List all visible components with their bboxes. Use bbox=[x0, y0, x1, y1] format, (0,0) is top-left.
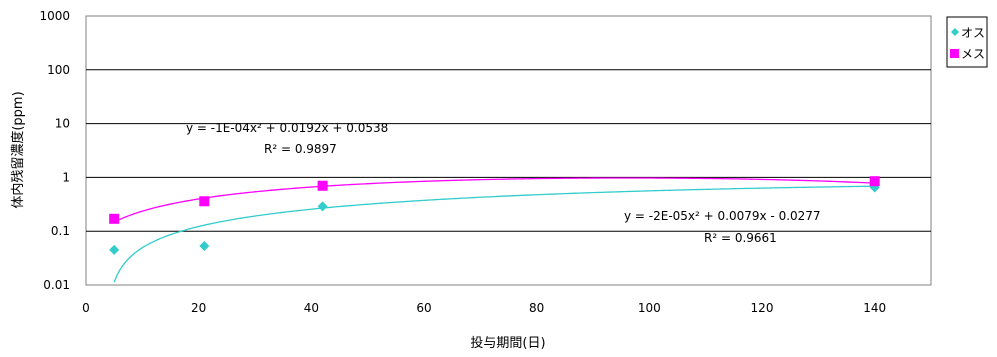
x-tick-label: 20 bbox=[191, 301, 206, 315]
legend-female-marker bbox=[950, 49, 959, 58]
x-tick-label: 140 bbox=[863, 301, 886, 315]
male-data-point bbox=[109, 244, 120, 255]
x-tick-label: 80 bbox=[529, 301, 544, 315]
female-equation: y = -1E-04x² + 0.0192x + 0.0538 bbox=[186, 121, 388, 135]
x-tick-labels: 0 20 40 60 80 100 120 140 bbox=[82, 301, 886, 315]
male-data-point bbox=[199, 241, 210, 252]
y-tick-label: 1 bbox=[62, 170, 70, 184]
male-equation: y = -2E-05x² + 0.0079x - 0.0277 bbox=[624, 209, 821, 223]
y-tick-label: 10 bbox=[55, 117, 70, 131]
legend-female-label: メス bbox=[961, 47, 985, 61]
x-tick-label: 40 bbox=[304, 301, 319, 315]
x-tick-label: 120 bbox=[751, 301, 774, 315]
trendlines bbox=[113, 177, 875, 283]
y-tick-label: 1000 bbox=[39, 9, 70, 23]
y-tick-labels: 0.01 0.1 1 10 100 1000 bbox=[39, 9, 70, 292]
legend: オス メス bbox=[946, 16, 988, 68]
female-data-point bbox=[199, 196, 210, 207]
legend-male-label: オス bbox=[961, 26, 985, 40]
male-r2: R² = 0.9661 bbox=[704, 231, 777, 245]
grid-lines bbox=[86, 69, 931, 232]
y-tick-label: 100 bbox=[47, 63, 70, 77]
y-tick-label: 0.1 bbox=[51, 224, 70, 238]
male-trendline bbox=[113, 185, 875, 283]
male-data-point bbox=[317, 201, 328, 212]
x-tick-label: 100 bbox=[638, 301, 661, 315]
female-data-point bbox=[869, 176, 880, 187]
legend-box bbox=[946, 16, 988, 68]
female-r2: R² = 0.9897 bbox=[264, 142, 337, 156]
legend-male-marker bbox=[951, 28, 959, 36]
female-trendline bbox=[113, 177, 875, 223]
plot-area bbox=[85, 15, 932, 286]
data-markers bbox=[109, 176, 880, 255]
x-tick-label: 0 bbox=[82, 301, 90, 315]
x-tick-label: 60 bbox=[416, 301, 431, 315]
female-data-point bbox=[317, 180, 328, 191]
y-axis-title: 体内残留濃度(ppm) bbox=[10, 91, 26, 208]
female-data-point bbox=[109, 213, 120, 224]
x-axis-title: 投与期間(日) bbox=[470, 335, 545, 351]
y-tick-label: 0.01 bbox=[43, 278, 70, 292]
